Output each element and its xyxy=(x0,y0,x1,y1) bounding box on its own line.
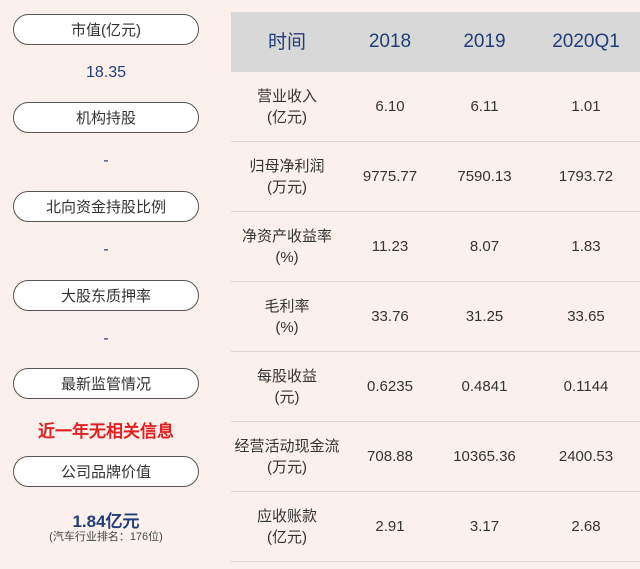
pledge-rate-label: 大股东质押率 xyxy=(13,280,199,311)
row-name: 净资产收益率 (%) xyxy=(241,227,332,266)
table-row: 归母净利润 (万元) 9775.77 7590.13 1793.72 xyxy=(231,142,640,212)
table-row: 经营活动现金流 (万元) 708.88 10365.36 2400.53 xyxy=(231,422,640,492)
cell: 6.10 xyxy=(375,98,405,115)
pledge-rate-value: - xyxy=(103,330,109,347)
brand-rank-note: (汽车行业排名：176位) xyxy=(49,531,163,543)
cell: 3.17 xyxy=(469,518,500,535)
header-2020q1: 2020Q1 xyxy=(552,31,620,52)
header-2018: 2018 xyxy=(368,31,412,52)
northbound-holding-value: - xyxy=(103,241,109,258)
cell: 0.4841 xyxy=(461,378,508,395)
table-row: 毛利率 (%) 33.76 31.25 33.65 xyxy=(231,282,640,352)
cell: 0.1144 xyxy=(563,378,609,395)
table-row: 应收账款 (亿元) 2.91 3.17 2.68 xyxy=(231,492,640,562)
table-header: 时间 2018 2019 2020Q1 xyxy=(231,12,640,72)
cell: 6.11 xyxy=(470,98,499,115)
cell: 2400.53 xyxy=(558,448,614,465)
cell: 2.68 xyxy=(571,518,601,535)
cell: 0.6235 xyxy=(367,378,413,395)
institutional-holding-value: - xyxy=(103,152,109,169)
cell: 8.07 xyxy=(469,238,500,255)
cell: 11.23 xyxy=(371,238,409,255)
row-name: 归母净利润 (万元) xyxy=(249,157,325,196)
cell: 2.91 xyxy=(375,518,405,535)
cell: 9775.77 xyxy=(362,168,418,185)
header-2019: 2019 xyxy=(463,31,506,52)
market-cap-label: 市值(亿元) xyxy=(13,14,199,45)
left-panel: 市值(亿元) 18.35 机构持股 - 北向资金持股比例 - 大股东质押率 - … xyxy=(0,0,212,569)
row-name: 应收账款 (亿元) xyxy=(256,507,317,546)
brand-value-value: 1.84亿元 xyxy=(72,512,140,531)
cell: 33.65 xyxy=(567,308,605,325)
table-row: 每股收益 (元) 0.6235 0.4841 0.1144 xyxy=(231,352,640,422)
cell: 1.01 xyxy=(571,98,601,115)
institutional-holding-label: 机构持股 xyxy=(13,102,199,133)
regulation-label: 最新监管情况 xyxy=(13,368,199,399)
financial-table: 时间 2018 2019 2020Q1 营业收入 (亿元) 6.10 6.11 1… xyxy=(231,12,640,562)
table-row: 净资产收益率 (%) 11.23 8.07 1.83 xyxy=(231,212,640,282)
cell: 7590.13 xyxy=(457,168,512,185)
northbound-holding-label: 北向资金持股比例 xyxy=(13,191,199,222)
cell: 33.76 xyxy=(371,308,409,325)
table-row: 营业收入 (亿元) 6.10 6.11 1.01 xyxy=(231,72,640,142)
row-name: 营业收入 (亿元) xyxy=(256,87,317,126)
row-name: 毛利率 (%) xyxy=(264,297,310,336)
cell: 31.25 xyxy=(465,308,504,325)
cell: 10365.36 xyxy=(453,448,516,465)
brand-value-label: 公司品牌价值 xyxy=(13,456,199,487)
row-name: 每股收益 (元) xyxy=(256,367,317,406)
cell: 708.88 xyxy=(367,448,413,465)
market-cap-value: 18.35 xyxy=(85,64,127,81)
cell: 1793.72 xyxy=(558,168,614,185)
cell: 1.83 xyxy=(571,238,601,255)
regulation-value: 近一年无相关信息 xyxy=(38,422,174,441)
row-name: 经营活动现金流 (万元) xyxy=(234,437,340,476)
header-time: 时间 xyxy=(267,31,306,53)
